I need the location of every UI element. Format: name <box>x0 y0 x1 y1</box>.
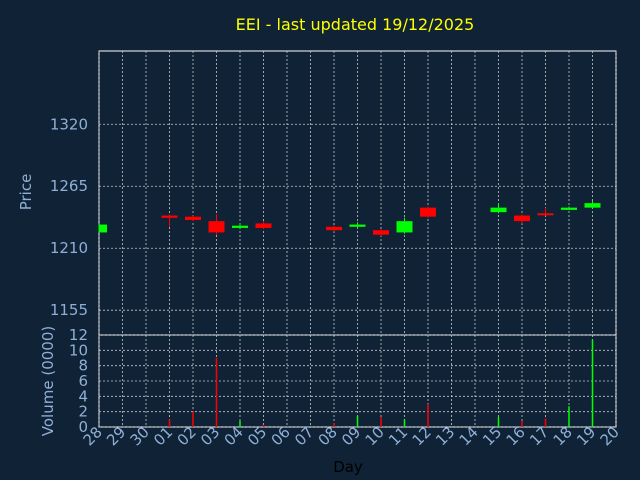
volume-tick-label: 8 <box>78 357 88 375</box>
x-axis-label: Day <box>333 458 363 476</box>
volume-bar-08 <box>333 423 335 427</box>
volume-bar-02 <box>192 411 194 427</box>
candle-body <box>255 223 272 228</box>
candles <box>98 200 601 236</box>
candle-19 <box>584 200 601 209</box>
volume-bar-18 <box>568 406 570 427</box>
volume-bar-09 <box>356 416 359 427</box>
candle-11 <box>396 217 413 234</box>
volume-bar-04 <box>239 420 241 427</box>
price-tick-label: 1155 <box>50 301 88 319</box>
price-tick-label: 1320 <box>50 115 88 133</box>
candle-body <box>420 207 436 217</box>
candle-10 <box>373 229 389 236</box>
volume-bar-05 <box>262 424 265 427</box>
volume-tick-label: 6 <box>78 372 88 390</box>
price-grid <box>98 51 617 335</box>
candle-body <box>161 215 178 218</box>
candle-12 <box>420 206 436 218</box>
candle-body <box>537 213 554 216</box>
candle-17 <box>537 207 554 216</box>
candle-body <box>326 226 342 231</box>
candle-18 <box>561 206 577 210</box>
candle-15 <box>490 203 507 214</box>
candle-body <box>490 207 507 213</box>
candle-body <box>396 221 413 233</box>
volume-tick-label: 10 <box>69 341 88 359</box>
volume-bar-15 <box>497 417 500 427</box>
volume-bar-10 <box>380 417 382 427</box>
candle-body <box>373 230 389 235</box>
candle-body <box>584 203 601 208</box>
price-tick-label: 1210 <box>50 239 88 257</box>
candle-03 <box>208 214 225 235</box>
candle-body <box>208 221 225 233</box>
volume-tick-label: 2 <box>78 403 88 421</box>
candle-body <box>232 225 248 228</box>
chart-title: EEI - last updated 19/12/2025 <box>236 15 475 34</box>
volume-bar-03 <box>215 358 218 427</box>
volume-tick-label: 0 <box>78 418 88 436</box>
candle-09 <box>349 222 366 228</box>
price-y-ticks: 1155 1210 1265 1320 <box>50 115 88 319</box>
volume-bar-12 <box>427 404 429 427</box>
candle-16 <box>514 214 530 224</box>
candle-01 <box>161 214 178 227</box>
candle-05 <box>255 221 272 230</box>
volume-bar-11 <box>403 419 406 427</box>
volume-bar-17 <box>544 418 547 427</box>
candle-04 <box>232 223 248 230</box>
volume-bar-01 <box>168 419 171 427</box>
candle-02 <box>185 215 201 222</box>
day-ticks: 2829300102030405060708091011121314151617… <box>80 423 623 449</box>
candle-body <box>185 216 201 221</box>
volume-axis-label: Volume (0000) <box>39 326 57 436</box>
volume-tick-label: 12 <box>69 326 88 344</box>
volume-bar-19 <box>591 339 594 427</box>
price-panel: 1155 1210 1265 1320 Price <box>17 50 617 336</box>
candle-28 <box>98 224 107 233</box>
candle-body <box>561 207 577 210</box>
volume-bar-16 <box>521 420 523 427</box>
volume-bars <box>168 339 594 427</box>
price-tick-label: 1265 <box>50 177 88 195</box>
price-axis-label: Price <box>17 174 35 211</box>
candle-body <box>514 215 530 222</box>
candle-body <box>349 224 366 227</box>
candle-08 <box>326 225 342 232</box>
volume-tick-label: 4 <box>78 387 88 405</box>
candle-body <box>99 224 107 233</box>
